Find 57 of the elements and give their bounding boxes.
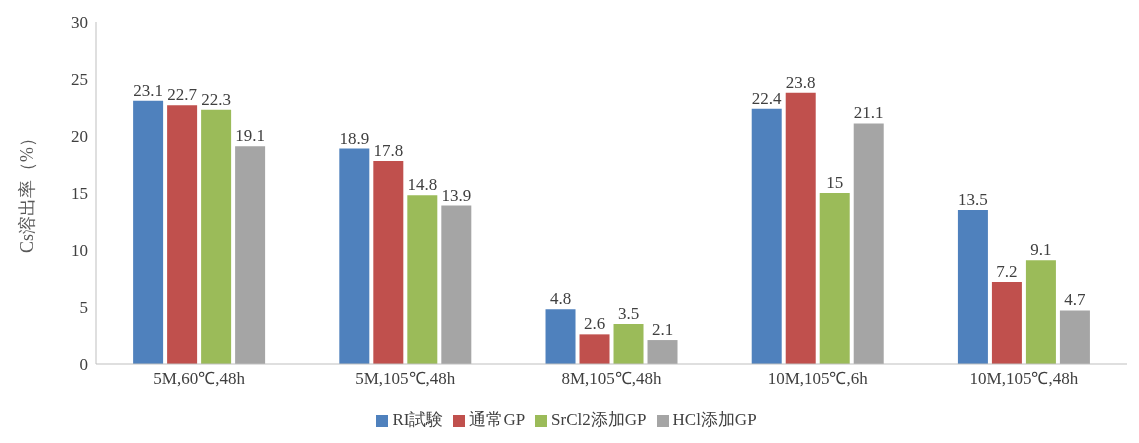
data-label: 23.1	[133, 80, 163, 100]
bar	[545, 309, 576, 364]
data-label: 23.8	[785, 72, 816, 92]
x-tick-label: 8M,105℃,48h	[561, 369, 663, 389]
legend-label: HCl添加GP	[672, 410, 757, 429]
y-tick-label: 15	[71, 184, 88, 204]
data-label: 13.5	[958, 190, 988, 210]
y-tick-label: 5	[79, 298, 88, 318]
y-tick-label: 20	[71, 127, 88, 147]
legend-label: SrCl2添加GP	[551, 410, 647, 429]
data-label: 22.3	[201, 89, 231, 109]
data-label: 4.7	[1064, 290, 1087, 310]
data-label: 15	[826, 173, 844, 192]
data-label: 17.8	[373, 141, 404, 161]
bar	[853, 123, 884, 364]
y-tick-label: 25	[71, 70, 88, 90]
bar	[613, 324, 644, 364]
data-label: 3.5	[617, 304, 640, 324]
data-label: 21.1	[853, 103, 884, 123]
data-label: 2.6	[583, 314, 606, 334]
bar	[751, 108, 782, 364]
x-tick-label: 5M,105℃,48h	[355, 369, 456, 389]
x-tick-label: 10M,105℃,6h	[767, 369, 869, 389]
data-label: 22.4	[751, 88, 783, 108]
bar	[647, 340, 678, 364]
data-label: 7.2	[996, 261, 1018, 281]
data-label: 4.8	[549, 289, 572, 309]
bar	[957, 210, 988, 364]
legend-label: 通常GP	[469, 410, 526, 429]
data-label: 22.7	[167, 85, 198, 105]
data-label: 19.1	[235, 126, 265, 146]
bar	[373, 161, 404, 364]
legend-label: RI試験	[392, 410, 444, 429]
bar	[991, 281, 1022, 364]
bar	[1025, 260, 1056, 364]
bar	[235, 146, 266, 364]
bar	[201, 109, 232, 364]
bar	[167, 105, 198, 364]
y-tick-label: 10	[71, 241, 88, 261]
y-tick-label: 30	[71, 13, 88, 33]
bar	[785, 92, 816, 364]
bar	[579, 334, 610, 364]
data-label: 13.9	[441, 185, 472, 205]
data-label: 18.9	[339, 128, 370, 148]
data-label: 2.1	[651, 320, 674, 340]
data-label: 14.8	[407, 175, 438, 195]
data-label: 9.1	[1030, 240, 1052, 260]
bar	[441, 205, 472, 364]
bar	[819, 193, 850, 364]
bar	[133, 100, 164, 364]
bar	[1059, 310, 1090, 364]
y-tick-label: 0	[79, 355, 88, 375]
x-tick-label: 10M,105℃,48h	[969, 369, 1079, 389]
y-axis-title: Cs溶出率（%）	[17, 128, 38, 253]
x-tick-label: 5M,60℃,48h	[153, 369, 246, 389]
bar	[339, 148, 370, 364]
bar	[407, 195, 438, 364]
